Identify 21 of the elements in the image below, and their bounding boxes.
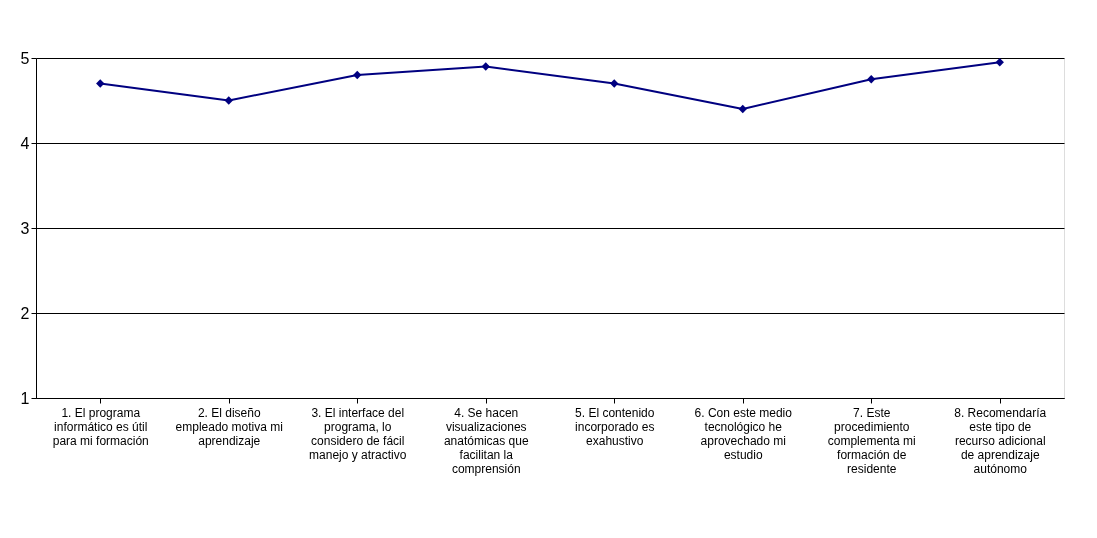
x-tick-label: 2. El diseño empleado motiva mi aprendizaje	[175, 405, 283, 448]
x-tick-label: 4. Se hacen visualizaciones anatómicas que facilitan la comprensión	[443, 405, 529, 476]
y-tick-label: 4	[20, 134, 30, 152]
y-tick-label: 5	[20, 49, 30, 67]
y-tick-label: 3	[20, 219, 30, 237]
y-tick-label: 1	[20, 389, 30, 407]
point	[738, 104, 747, 114]
point	[867, 75, 876, 84]
point	[481, 62, 490, 71]
point	[995, 58, 1004, 67]
x-tick-label: 3. El interface del programa, lo considero de fácil manejo y atractivo	[309, 405, 407, 462]
x-tick-label: 6. Con este medio tecnológico he aprovechado mi estudio	[694, 405, 793, 462]
x-tick-label: 7. Este procedimiento complementa mi formación de residente	[827, 405, 916, 476]
point	[610, 79, 619, 88]
x-tick-label: 8. Recomendaría este tipo de recurso adicional de aprendizaje autónomo	[954, 405, 1047, 476]
x-tick-label: 1. El programa informático es útil para mi formación	[52, 405, 149, 448]
point	[96, 79, 105, 88]
point	[224, 96, 233, 105]
x-tick-label: 5. El contenido incorporado es exahustivo	[575, 405, 655, 448]
point	[353, 70, 362, 80]
y-tick-label: 2	[20, 304, 30, 322]
